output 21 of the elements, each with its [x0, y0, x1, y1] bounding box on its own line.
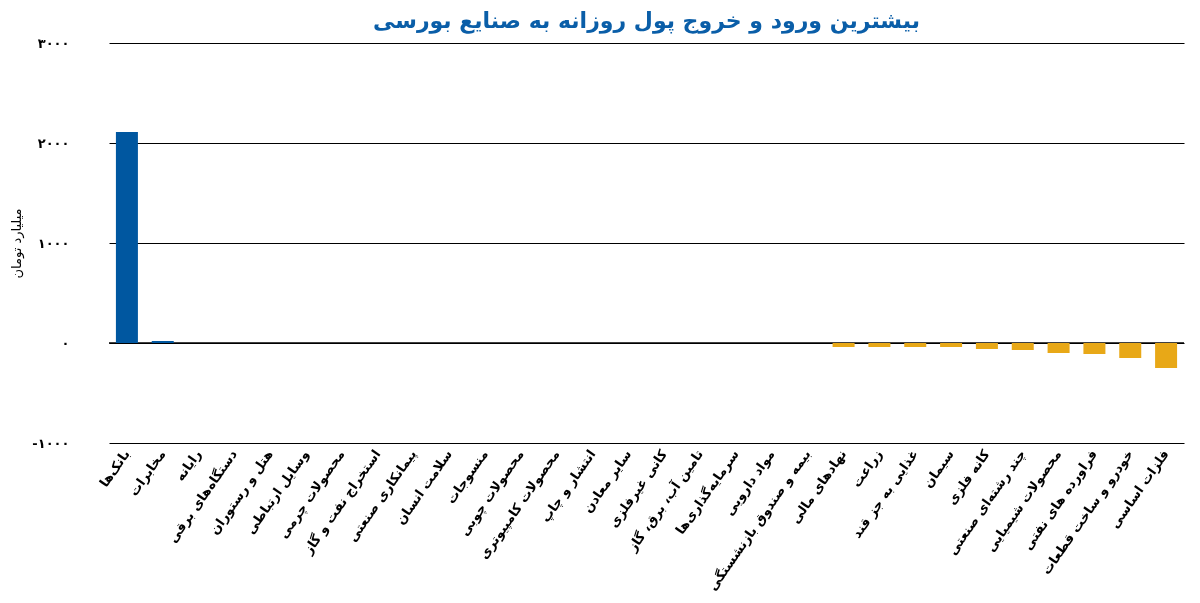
- chart-title: بیشترین ورود و خروج پول روزانه به صنایع بورسی: [373, 8, 920, 34]
- y-axis-title: میلیارد تومان: [9, 208, 26, 279]
- bar: [832, 343, 855, 347]
- y-tick-label: ۱۰۰۰: [37, 235, 70, 251]
- bar: [904, 343, 927, 347]
- bar: [1011, 343, 1034, 350]
- bar: [1047, 343, 1070, 353]
- x-tick-label: سیمان: [919, 446, 957, 491]
- x-tick-label: بانک‌ها: [96, 446, 133, 490]
- bar: [1083, 343, 1106, 354]
- x-tick-label: زراعت: [848, 446, 886, 490]
- bar: [868, 343, 891, 347]
- bar: [115, 132, 138, 343]
- bar: [940, 343, 963, 347]
- bar: [1119, 343, 1142, 358]
- y-tick-label: ۲۰۰۰: [37, 135, 70, 151]
- bar: [1155, 343, 1178, 368]
- y-tick-label: -۱۰۰۰: [32, 435, 70, 451]
- y-tick-label: ۰: [61, 335, 70, 351]
- bar: [975, 343, 998, 349]
- y-tick-label: ۳۰۰۰: [37, 35, 70, 51]
